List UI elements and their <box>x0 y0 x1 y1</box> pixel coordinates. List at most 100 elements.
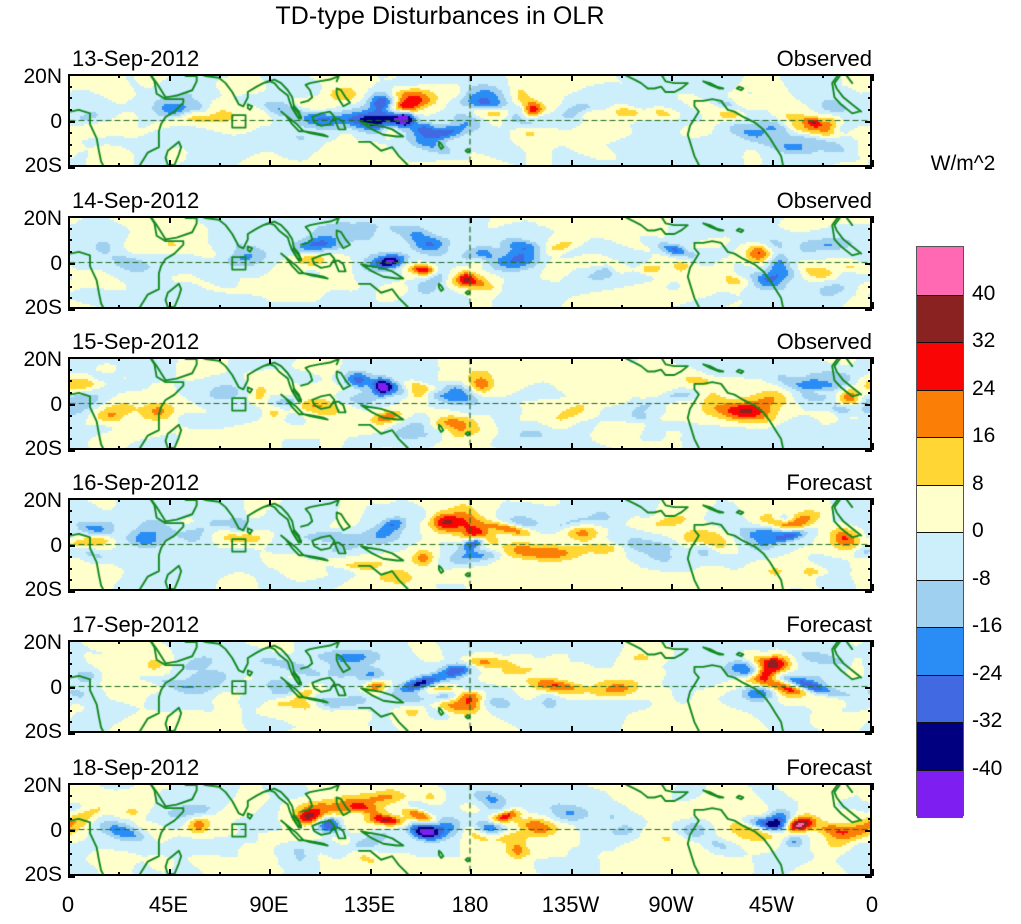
axis-tick <box>570 302 573 309</box>
axis-tick <box>620 872 623 876</box>
axis-tick <box>68 239 72 242</box>
axis-tick <box>68 167 75 169</box>
axis-tick <box>868 852 872 855</box>
colorbar-tick-label: 40 <box>972 281 996 305</box>
axis-tick <box>520 783 523 787</box>
axis-tick <box>868 239 872 242</box>
axis-tick <box>721 163 724 167</box>
axis-tick <box>68 74 75 76</box>
axis-tick <box>865 733 872 735</box>
axis-tick <box>168 160 171 167</box>
axis-tick <box>319 498 322 502</box>
axis-tick <box>168 640 171 647</box>
axis-tick <box>68 415 72 418</box>
axis-tick <box>118 640 121 644</box>
axis-tick <box>168 498 171 505</box>
axis-tick <box>872 498 874 505</box>
axis-tick <box>68 74 70 81</box>
x-axis-tick-label: 135E <box>343 892 396 917</box>
axis-tick <box>872 357 874 364</box>
axis-tick <box>269 74 271 81</box>
axis-tick <box>865 309 872 311</box>
axis-tick <box>865 74 872 76</box>
axis-tick <box>68 297 72 300</box>
axis-tick <box>68 368 72 371</box>
y-axis-tick-label: 0 <box>50 392 62 416</box>
axis-tick <box>771 74 774 81</box>
axis-tick <box>520 163 523 167</box>
axis-tick <box>470 783 472 790</box>
axis-tick <box>118 163 121 167</box>
axis-tick <box>771 498 774 505</box>
axis-tick <box>868 380 872 383</box>
axis-tick <box>269 498 271 505</box>
axis-tick <box>118 305 121 309</box>
axis-tick <box>118 216 121 220</box>
axis-tick <box>821 729 824 733</box>
axis-tick <box>865 262 872 265</box>
axis-tick <box>771 584 774 591</box>
axis-tick <box>470 640 472 647</box>
axis-tick <box>218 640 221 644</box>
axis-tick <box>218 498 221 502</box>
axis-tick <box>570 726 573 733</box>
axis-tick <box>868 227 872 230</box>
axis-tick <box>520 640 523 644</box>
map-panel <box>68 357 872 450</box>
axis-tick <box>671 216 673 223</box>
panel-kind-label: Observed <box>776 329 872 354</box>
axis-tick <box>68 869 70 876</box>
colorbar-band <box>917 532 963 581</box>
axis-tick <box>821 163 824 167</box>
x-axis-tick-label: 0 <box>865 892 879 917</box>
axis-tick <box>470 726 472 733</box>
axis-tick <box>319 357 322 361</box>
y-axis-tick-label: 20S <box>24 863 62 886</box>
axis-tick <box>620 729 623 733</box>
y-axis-tick-label: 0 <box>50 533 62 557</box>
axis-tick <box>570 640 573 647</box>
colorbar-tick-label: 24 <box>972 376 996 400</box>
axis-tick <box>269 302 271 309</box>
axis-tick <box>68 721 72 724</box>
map-panel <box>68 74 872 167</box>
axis-tick <box>868 721 872 724</box>
axis-tick <box>369 74 372 81</box>
axis-tick <box>68 783 75 785</box>
axis-tick <box>868 567 872 570</box>
axis-tick <box>168 783 171 790</box>
axis-tick <box>865 498 872 500</box>
y-axis-tick-label: 0 <box>50 818 62 842</box>
axis-tick <box>620 640 623 644</box>
axis-tick <box>68 663 72 666</box>
axis-tick <box>872 640 874 647</box>
axis-tick <box>269 783 271 790</box>
axis-tick <box>872 74 874 81</box>
y-axis-tick-label: 20N <box>23 348 62 371</box>
y-axis-tick-label: 20N <box>23 631 62 654</box>
panel-date-label: 15-Sep-2012 <box>72 329 200 354</box>
axis-tick <box>868 250 872 253</box>
map-panel <box>68 498 872 591</box>
axis-tick <box>570 74 573 81</box>
axis-tick <box>68 841 72 844</box>
axis-tick <box>620 498 623 502</box>
axis-tick <box>470 498 472 505</box>
axis-tick <box>570 869 573 876</box>
colorbar <box>916 246 964 818</box>
axis-tick <box>821 357 824 361</box>
axis-tick <box>369 443 372 450</box>
axis-tick <box>218 74 221 78</box>
panel-date-label: 13-Sep-2012 <box>72 46 200 71</box>
axis-tick <box>319 872 322 876</box>
olr-anomaly-map <box>70 359 870 448</box>
axis-tick <box>118 872 121 876</box>
y-axis-tick-label: 20N <box>23 65 62 88</box>
axis-tick <box>872 216 874 223</box>
colorbar-tick-label: 0 <box>972 519 984 542</box>
axis-tick <box>671 869 673 876</box>
axis-tick <box>319 640 322 644</box>
axis-tick <box>319 783 322 787</box>
axis-tick <box>470 160 472 167</box>
axis-tick <box>821 216 824 220</box>
